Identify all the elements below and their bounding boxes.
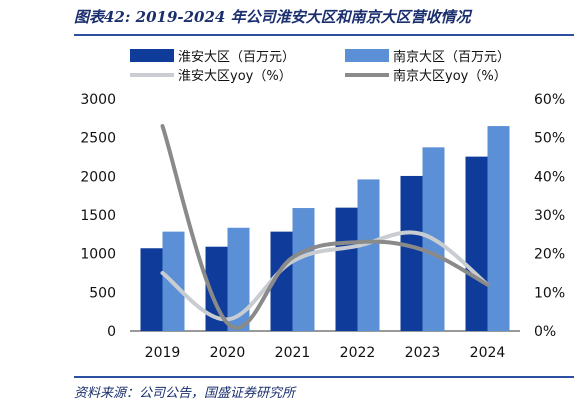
bar bbox=[140, 248, 163, 331]
series-line bbox=[160, 230, 490, 322]
bars bbox=[140, 126, 510, 331]
bar bbox=[227, 227, 250, 331]
legend-swatch bbox=[345, 49, 389, 62]
figure-title: 图表42: 2019-2024 年公司淮安大区和南京大区营收情况 bbox=[74, 8, 471, 26]
bar bbox=[292, 208, 315, 331]
y-left-tick-label: 2000 bbox=[80, 169, 116, 185]
bar bbox=[487, 126, 510, 331]
bar bbox=[335, 207, 358, 331]
y-right-tick-label: 50% bbox=[534, 131, 565, 147]
y-right-tick-label: 0% bbox=[534, 324, 556, 340]
x-tick-label: 2024 bbox=[470, 345, 506, 361]
tick-labels: 0 500 1000 1500 2000 2500 3000 0% 10% 20% 30% 40% 50… bbox=[80, 92, 565, 361]
y-left-tick-label: 1500 bbox=[80, 208, 116, 224]
bar bbox=[205, 246, 228, 331]
x-tick-label: 2021 bbox=[275, 345, 311, 361]
bar bbox=[357, 179, 380, 331]
bar bbox=[270, 231, 293, 331]
series-line bbox=[160, 124, 490, 330]
legend-swatch bbox=[130, 49, 174, 62]
x-tick-label: 2023 bbox=[405, 345, 441, 361]
legend-label: 南京大区yoy（%） bbox=[393, 68, 507, 84]
y-right-tick-label: 10% bbox=[534, 285, 565, 301]
y-left-tick-label: 500 bbox=[89, 285, 116, 301]
x-tick-label: 2019 bbox=[145, 345, 181, 361]
x-tick-label: 2022 bbox=[340, 345, 376, 361]
y-left-tick-label: 1000 bbox=[80, 247, 116, 263]
y-left-tick-label: 3000 bbox=[80, 92, 116, 108]
y-right-tick-label: 40% bbox=[534, 169, 565, 185]
y-left-tick-label: 2500 bbox=[80, 131, 116, 147]
lines bbox=[160, 124, 490, 330]
y-left-tick-label: 0 bbox=[107, 324, 116, 340]
y-right-tick-label: 20% bbox=[534, 247, 565, 263]
title-rule bbox=[74, 34, 574, 36]
legend-label: 南京大区（百万元） bbox=[393, 49, 510, 65]
legend: 淮安大区（百万元） 南京大区（百万元） 淮安大区yoy（%） 南京大区yoy（%） bbox=[130, 49, 510, 84]
bar bbox=[400, 175, 423, 331]
x-tick-label: 2020 bbox=[210, 345, 246, 361]
y-right-tick-label: 60% bbox=[534, 92, 565, 108]
y-right-tick-label: 30% bbox=[534, 208, 565, 224]
legend-label: 淮安大区yoy（%） bbox=[178, 69, 292, 84]
bar bbox=[465, 156, 488, 331]
source-rule bbox=[74, 376, 574, 378]
legend-label: 淮安大区（百万元） bbox=[178, 50, 295, 65]
figure-source: 资料来源：公司公告，国盛证券研究所 bbox=[74, 386, 296, 401]
